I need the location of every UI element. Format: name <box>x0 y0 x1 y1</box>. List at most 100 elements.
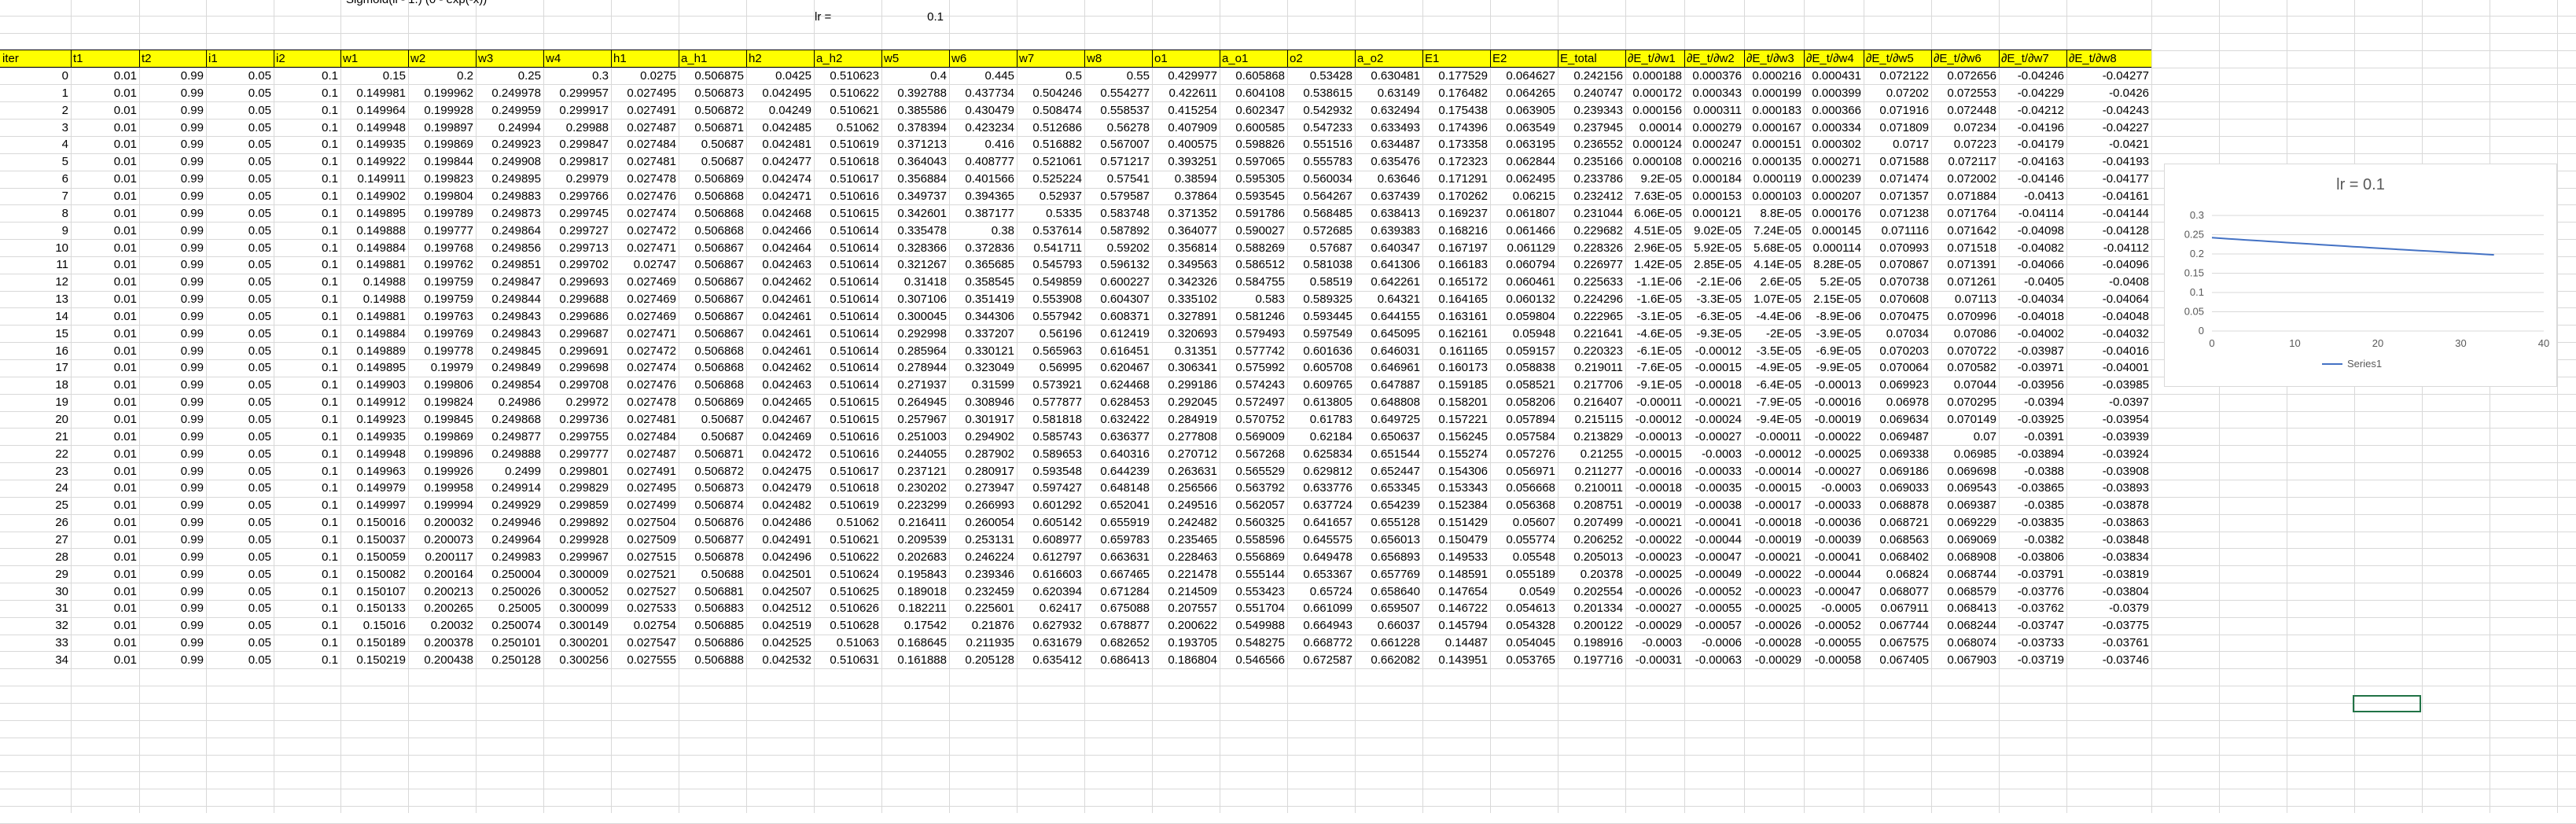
data-cell[interactable]: 0.510621 <box>830 104 879 117</box>
data-cell[interactable]: 0.01 <box>113 344 137 358</box>
data-cell[interactable]: 0.027478 <box>627 395 676 409</box>
data-cell[interactable]: 0.231044 <box>1573 207 1623 220</box>
data-cell[interactable]: -0.0397 <box>2109 395 2149 409</box>
data-cell[interactable]: 0.01 <box>113 430 137 443</box>
data-cell[interactable]: 0.51062 <box>836 516 879 529</box>
data-cell[interactable]: 0.299688 <box>559 292 609 306</box>
data-cell[interactable]: 0.149881 <box>356 310 406 323</box>
data-cell[interactable]: -0.03956 <box>2017 378 2064 392</box>
data-cell[interactable]: 0.299847 <box>559 138 609 151</box>
data-cell[interactable]: 0.244055 <box>897 447 947 461</box>
data-cell[interactable]: 0.158201 <box>1438 395 1488 409</box>
data-cell[interactable]: 0.1 <box>322 172 338 186</box>
data-cell[interactable]: 0.5 <box>1065 69 1082 83</box>
data-cell[interactable]: 0.583 <box>1255 292 1285 306</box>
data-cell[interactable]: -0.00044 <box>1814 568 1861 581</box>
iter-cell[interactable]: 33 <box>55 636 68 649</box>
data-cell[interactable]: 0.249849 <box>491 361 541 374</box>
data-cell[interactable]: 0.506868 <box>694 378 744 392</box>
data-cell[interactable]: 0.042485 <box>762 121 811 134</box>
data-cell[interactable]: 0.235166 <box>1573 155 1623 168</box>
data-cell[interactable]: -0.00047 <box>1695 550 1742 564</box>
data-cell[interactable]: 0.05 <box>248 361 271 374</box>
data-cell[interactable]: 0.01 <box>113 395 137 409</box>
data-cell[interactable]: 0.199804 <box>424 189 473 203</box>
data-cell[interactable]: 0.356884 <box>897 172 947 186</box>
data-cell[interactable]: 0.202683 <box>897 550 947 564</box>
data-cell[interactable]: 0.199869 <box>424 430 473 443</box>
data-cell[interactable]: -0.00021 <box>1635 516 1682 529</box>
data-cell[interactable]: 0.199768 <box>424 241 473 255</box>
column-header[interactable]: t1 <box>73 52 83 65</box>
data-cell[interactable]: 0.153343 <box>1438 481 1488 495</box>
data-cell[interactable]: 0.637439 <box>1371 189 1420 203</box>
data-cell[interactable]: 6.06E-05 <box>1634 207 1682 220</box>
data-cell[interactable]: -0.03791 <box>2017 568 2064 581</box>
data-cell[interactable]: 0.422611 <box>1168 86 1217 100</box>
data-cell[interactable]: 0.506872 <box>694 104 744 117</box>
data-cell[interactable]: 0.05 <box>248 104 271 117</box>
data-cell[interactable]: 0.66037 <box>1377 619 1420 632</box>
data-cell[interactable]: 0.147654 <box>1438 585 1488 598</box>
data-cell[interactable]: 0.1 <box>322 601 338 615</box>
data-cell[interactable]: 0.273947 <box>965 481 1014 495</box>
data-cell[interactable]: -0.04161 <box>2102 189 2149 203</box>
data-cell[interactable]: 0.01 <box>113 292 137 306</box>
data-cell[interactable]: 0.027484 <box>627 138 676 151</box>
data-cell[interactable]: 0.223299 <box>897 498 947 512</box>
data-cell[interactable]: 0.506868 <box>694 189 744 203</box>
data-cell[interactable]: 0.99 <box>180 327 204 340</box>
data-cell[interactable]: 0.199759 <box>424 292 473 306</box>
data-cell[interactable]: -0.03863 <box>2102 516 2149 529</box>
data-cell[interactable]: 0.07 <box>1973 430 1996 443</box>
data-cell[interactable]: 0.01 <box>113 104 137 117</box>
data-cell[interactable]: 0.15016 <box>362 619 406 632</box>
data-cell[interactable]: 0.149979 <box>356 481 406 495</box>
data-cell[interactable]: 0.000334 <box>1812 121 1861 134</box>
data-cell[interactable]: 0.25005 <box>498 601 541 615</box>
data-cell[interactable]: 0.069387 <box>1947 498 1996 512</box>
data-cell[interactable]: 0.05607 <box>1512 516 1555 529</box>
data-cell[interactable]: 0.070722 <box>1947 344 1996 358</box>
data-cell[interactable]: -0.00055 <box>1695 601 1742 615</box>
data-cell[interactable]: 0.05 <box>248 430 271 443</box>
data-cell[interactable]: 0.000172 <box>1632 86 1682 100</box>
data-cell[interactable]: 0.199763 <box>424 310 473 323</box>
data-cell[interactable]: 0.249923 <box>491 138 541 151</box>
data-cell[interactable]: 0.05 <box>248 86 271 100</box>
data-cell[interactable]: 0.308946 <box>965 395 1014 409</box>
data-cell[interactable]: 0.553908 <box>1032 292 1082 306</box>
data-cell[interactable]: -0.00057 <box>1695 619 1742 632</box>
data-cell[interactable]: 0.149912 <box>356 395 406 409</box>
data-cell[interactable]: 0.584755 <box>1235 275 1285 289</box>
data-cell[interactable]: 0.027555 <box>627 653 676 667</box>
data-cell[interactable]: 0.641306 <box>1371 258 1420 271</box>
data-cell[interactable]: -0.03762 <box>2017 601 2064 615</box>
column-header[interactable]: ∂E_t/∂w5 <box>1866 52 1914 65</box>
data-cell[interactable]: 0.53428 <box>1309 69 1352 83</box>
data-cell[interactable]: -0.00041 <box>1695 516 1742 529</box>
data-cell[interactable]: 0.05 <box>248 241 271 255</box>
data-cell[interactable]: 0.170262 <box>1438 189 1488 203</box>
data-cell[interactable]: 0.671284 <box>1100 585 1150 598</box>
data-cell[interactable]: 0.05 <box>248 498 271 512</box>
data-cell[interactable]: 0.266993 <box>965 498 1014 512</box>
data-cell[interactable]: 7.24E-05 <box>1754 224 1801 237</box>
data-cell[interactable]: 0.057276 <box>1506 447 1555 461</box>
data-cell[interactable]: 0.19979 <box>430 361 473 374</box>
data-cell[interactable]: 0.027472 <box>627 224 676 237</box>
data-cell[interactable]: 0.027469 <box>627 310 676 323</box>
data-cell[interactable]: 0.208751 <box>1573 498 1623 512</box>
data-cell[interactable]: 0.042471 <box>762 189 811 203</box>
data-cell[interactable]: 0.506888 <box>694 653 744 667</box>
data-cell[interactable]: 0.597549 <box>1303 327 1352 340</box>
data-cell[interactable]: 0.506867 <box>694 292 744 306</box>
data-cell[interactable]: 0.656893 <box>1371 550 1420 564</box>
data-cell[interactable]: 0.070582 <box>1947 361 1996 374</box>
data-cell[interactable]: 0.565963 <box>1032 344 1082 358</box>
data-cell[interactable]: 0.573921 <box>1032 378 1082 392</box>
data-cell[interactable]: -0.04098 <box>2017 224 2064 237</box>
data-cell[interactable]: 0.653367 <box>1303 568 1352 581</box>
data-cell[interactable]: 0.31351 <box>1174 344 1217 358</box>
data-cell[interactable]: 0.042468 <box>762 207 811 220</box>
